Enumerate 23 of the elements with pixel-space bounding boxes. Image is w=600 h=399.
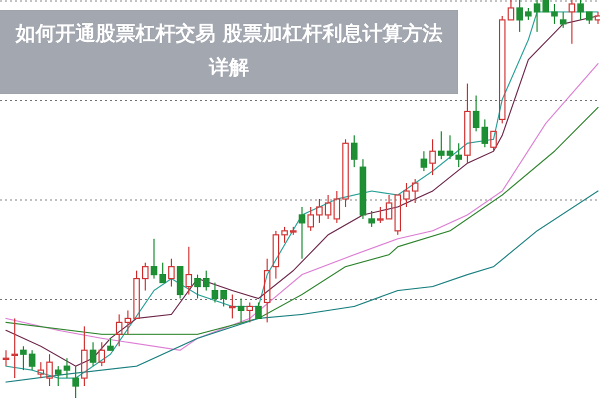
candlestick [246,302,254,323]
candlestick [11,318,18,379]
candlestick [307,206,314,232]
candlestick [186,246,192,296]
candlestick [72,366,79,399]
candlestick [38,362,44,379]
candlestick [264,258,270,323]
candlestick [350,134,358,168]
candlestick [229,294,236,319]
candlestick [482,118,488,148]
candlestick [429,138,436,176]
candlestick [560,11,566,28]
candlestick [98,342,106,367]
text: 如何开通股票杠杆交易 股票加杠杆利息计算方法详解 [14,20,444,81]
candlestick [412,178,418,204]
candlestick [142,262,149,292]
candlestick [498,15,506,124]
candlestick [455,142,462,168]
candlestick [54,366,62,387]
candlestick [202,270,210,292]
candlestick [438,130,445,160]
candlestick [334,190,340,224]
candlestick [116,314,122,347]
